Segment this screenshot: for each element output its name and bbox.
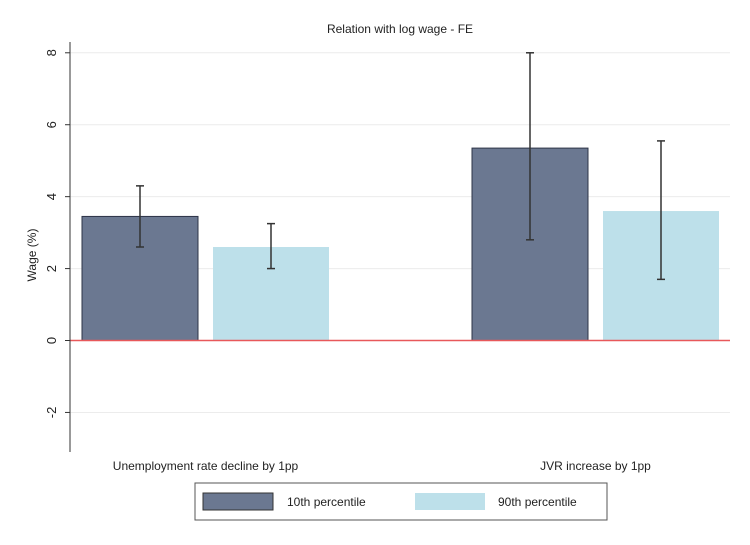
y-axis-title: Wage (%) <box>25 229 39 282</box>
y-tick-label-1: 0 <box>44 337 59 344</box>
x-axis-labels: Unemployment rate decline by 1pp JVR incr… <box>113 459 651 473</box>
error-bar-10th-0 <box>136 185 144 248</box>
y-tick-label-5: 8 <box>44 49 59 56</box>
error-bar-90th-0 <box>267 222 275 270</box>
error-bar-10th-1 <box>526 52 534 241</box>
legend-swatch-10th <box>202 492 274 511</box>
legend-label-90th: 90th percentile <box>498 495 577 509</box>
legend: 10th percentile 90th percentile <box>194 482 608 521</box>
y-axis: -2 0 2 4 6 8 <box>44 42 71 452</box>
x-category-label-1: JVR increase by 1pp <box>540 459 651 473</box>
error-bar-90th-1 <box>657 140 665 281</box>
x-category-label-0: Unemployment rate decline by 1pp <box>113 459 299 473</box>
legend-label-10th: 10th percentile <box>287 495 366 509</box>
y-tick-label-4: 6 <box>44 121 59 128</box>
y-tick-label-0: -2 <box>44 407 59 419</box>
chart-title: Relation with log wage - FE <box>327 22 473 36</box>
error-bars <box>136 52 665 281</box>
legend-swatch-90th <box>415 493 485 510</box>
y-tick-label-2: 2 <box>44 265 59 272</box>
y-tick-label-3: 4 <box>44 193 59 200</box>
